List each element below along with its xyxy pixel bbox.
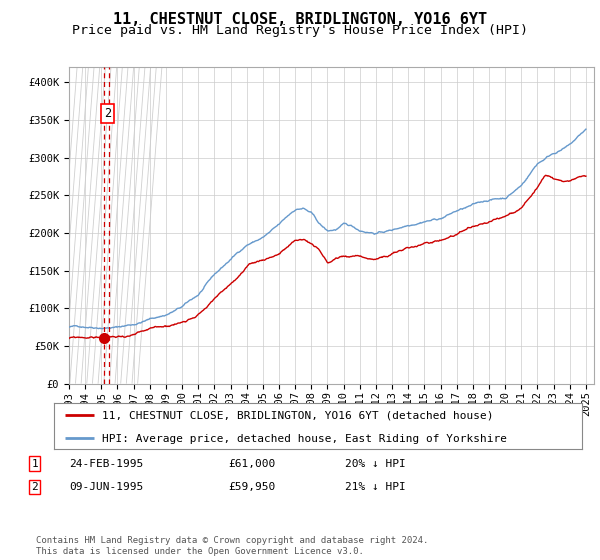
Text: 20% ↓ HPI: 20% ↓ HPI: [345, 459, 406, 469]
Text: 09-JUN-1995: 09-JUN-1995: [69, 482, 143, 492]
Text: 2: 2: [104, 108, 112, 120]
Text: £61,000: £61,000: [228, 459, 275, 469]
Text: 11, CHESTNUT CLOSE, BRIDLINGTON, YO16 6YT: 11, CHESTNUT CLOSE, BRIDLINGTON, YO16 6Y…: [113, 12, 487, 27]
Text: Price paid vs. HM Land Registry's House Price Index (HPI): Price paid vs. HM Land Registry's House …: [72, 24, 528, 37]
Text: Contains HM Land Registry data © Crown copyright and database right 2024.
This d: Contains HM Land Registry data © Crown c…: [36, 536, 428, 556]
Text: £59,950: £59,950: [228, 482, 275, 492]
Text: 24-FEB-1995: 24-FEB-1995: [69, 459, 143, 469]
Text: 2: 2: [31, 482, 38, 492]
Text: 1: 1: [31, 459, 38, 469]
Text: HPI: Average price, detached house, East Riding of Yorkshire: HPI: Average price, detached house, East…: [101, 433, 506, 444]
Text: 11, CHESTNUT CLOSE, BRIDLINGTON, YO16 6YT (detached house): 11, CHESTNUT CLOSE, BRIDLINGTON, YO16 6Y…: [101, 410, 493, 421]
Text: 21% ↓ HPI: 21% ↓ HPI: [345, 482, 406, 492]
